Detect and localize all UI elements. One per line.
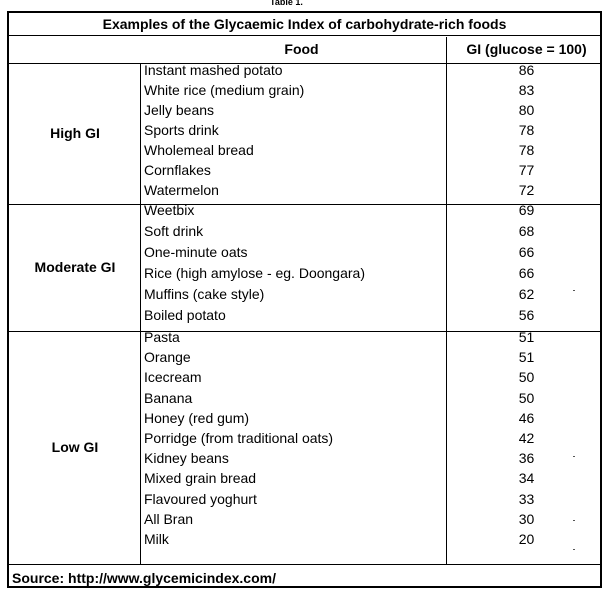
group-divider <box>9 204 600 205</box>
gi-value-cell: 30 <box>518 510 535 527</box>
gi-value-cell: 34 <box>518 470 535 487</box>
gi-value-cell: 77 <box>518 162 535 178</box>
food-name-cell: All Bran <box>144 510 194 527</box>
food-name-cell: Sports drink <box>144 122 219 138</box>
gi-value-cell: 56 <box>518 306 535 323</box>
source-note: Source: http://www.glycemicindex.com/ <box>12 570 276 586</box>
gi-value-cell: 86 <box>518 62 535 78</box>
food-name-cell: Soft drink <box>144 222 204 239</box>
food-name-cell: Weetbix <box>144 202 195 218</box>
food-name-cell: Wholemeal bread <box>144 142 254 158</box>
divider <box>140 331 141 564</box>
food-name-cell: Orange <box>144 349 191 366</box>
stray-mark <box>573 520 575 521</box>
food-name-cell: One-minute oats <box>144 243 248 260</box>
food-name-cell: White rice (medium grain) <box>144 82 305 98</box>
divider <box>9 63 600 64</box>
gi-value-cell: 36 <box>518 450 535 467</box>
group-divider <box>9 331 600 332</box>
food-name-cell: Rice (high amylose - eg. Doongara) <box>144 264 365 281</box>
divider <box>9 35 600 36</box>
gi-table: Examples of the Glycaemic Index of carbo… <box>7 11 602 588</box>
food-name-cell: Mixed grain bread <box>144 470 257 487</box>
gi-value-cell: 66 <box>518 264 535 281</box>
divider <box>446 37 447 565</box>
food-name-cell: Flavoured yoghurt <box>144 490 257 507</box>
gi-value-cell: 20 <box>518 531 535 547</box>
food-name-cell: Honey (red gum) <box>144 409 250 426</box>
divider <box>140 64 141 331</box>
gi-value-cell: 62 <box>518 285 535 302</box>
gi-value-cell: 66 <box>518 243 535 260</box>
stray-mark <box>573 549 575 550</box>
stray-mark <box>573 290 575 291</box>
food-name-cell: Milk <box>144 531 169 547</box>
divider <box>9 564 600 565</box>
gi-column-header: GI (glucose = 100) <box>466 41 587 57</box>
food-column-header: Food <box>284 41 319 57</box>
gi-category-label: High GI <box>50 125 100 141</box>
table-title: Examples of the Glycaemic Index of carbo… <box>102 16 507 32</box>
gi-value-cell: 50 <box>518 369 535 386</box>
food-name-cell: Boiled potato <box>144 306 226 323</box>
gi-value-cell: 83 <box>518 82 535 98</box>
food-name-cell: Pasta <box>144 329 180 345</box>
gi-value-cell: 33 <box>518 490 535 507</box>
food-name-cell: Instant mashed potato <box>144 62 283 78</box>
gi-value-cell: 46 <box>518 409 535 426</box>
gi-value-cell: 51 <box>518 329 535 345</box>
food-name-cell: Muffins (cake style) <box>144 285 265 302</box>
gi-value-cell: 78 <box>518 122 535 138</box>
clipped-table-heading: Table 1. <box>270 0 303 5</box>
food-name-cell: Jelly beans <box>144 102 215 118</box>
food-name-cell: Porridge (from traditional oats) <box>144 430 334 446</box>
food-name-cell: Kidney beans <box>144 450 229 467</box>
gi-value-cell: 51 <box>518 349 535 366</box>
gi-value-cell: 80 <box>518 102 535 118</box>
food-name-cell: Cornflakes <box>144 162 211 178</box>
gi-value-cell: 78 <box>518 142 535 158</box>
gi-category-label: Low GI <box>51 438 99 455</box>
food-name-cell: Icecream <box>144 369 202 386</box>
gi-value-cell: 69 <box>518 202 535 218</box>
gi-value-cell: 68 <box>518 222 535 239</box>
gi-value-cell: 42 <box>518 430 535 446</box>
gi-value-cell: 72 <box>518 182 535 198</box>
food-name-cell: Watermelon <box>144 182 219 198</box>
stray-mark <box>573 456 575 457</box>
gi-category-label: Moderate GI <box>34 258 116 275</box>
gi-value-cell: 50 <box>518 389 535 406</box>
food-name-cell: Banana <box>144 389 193 406</box>
